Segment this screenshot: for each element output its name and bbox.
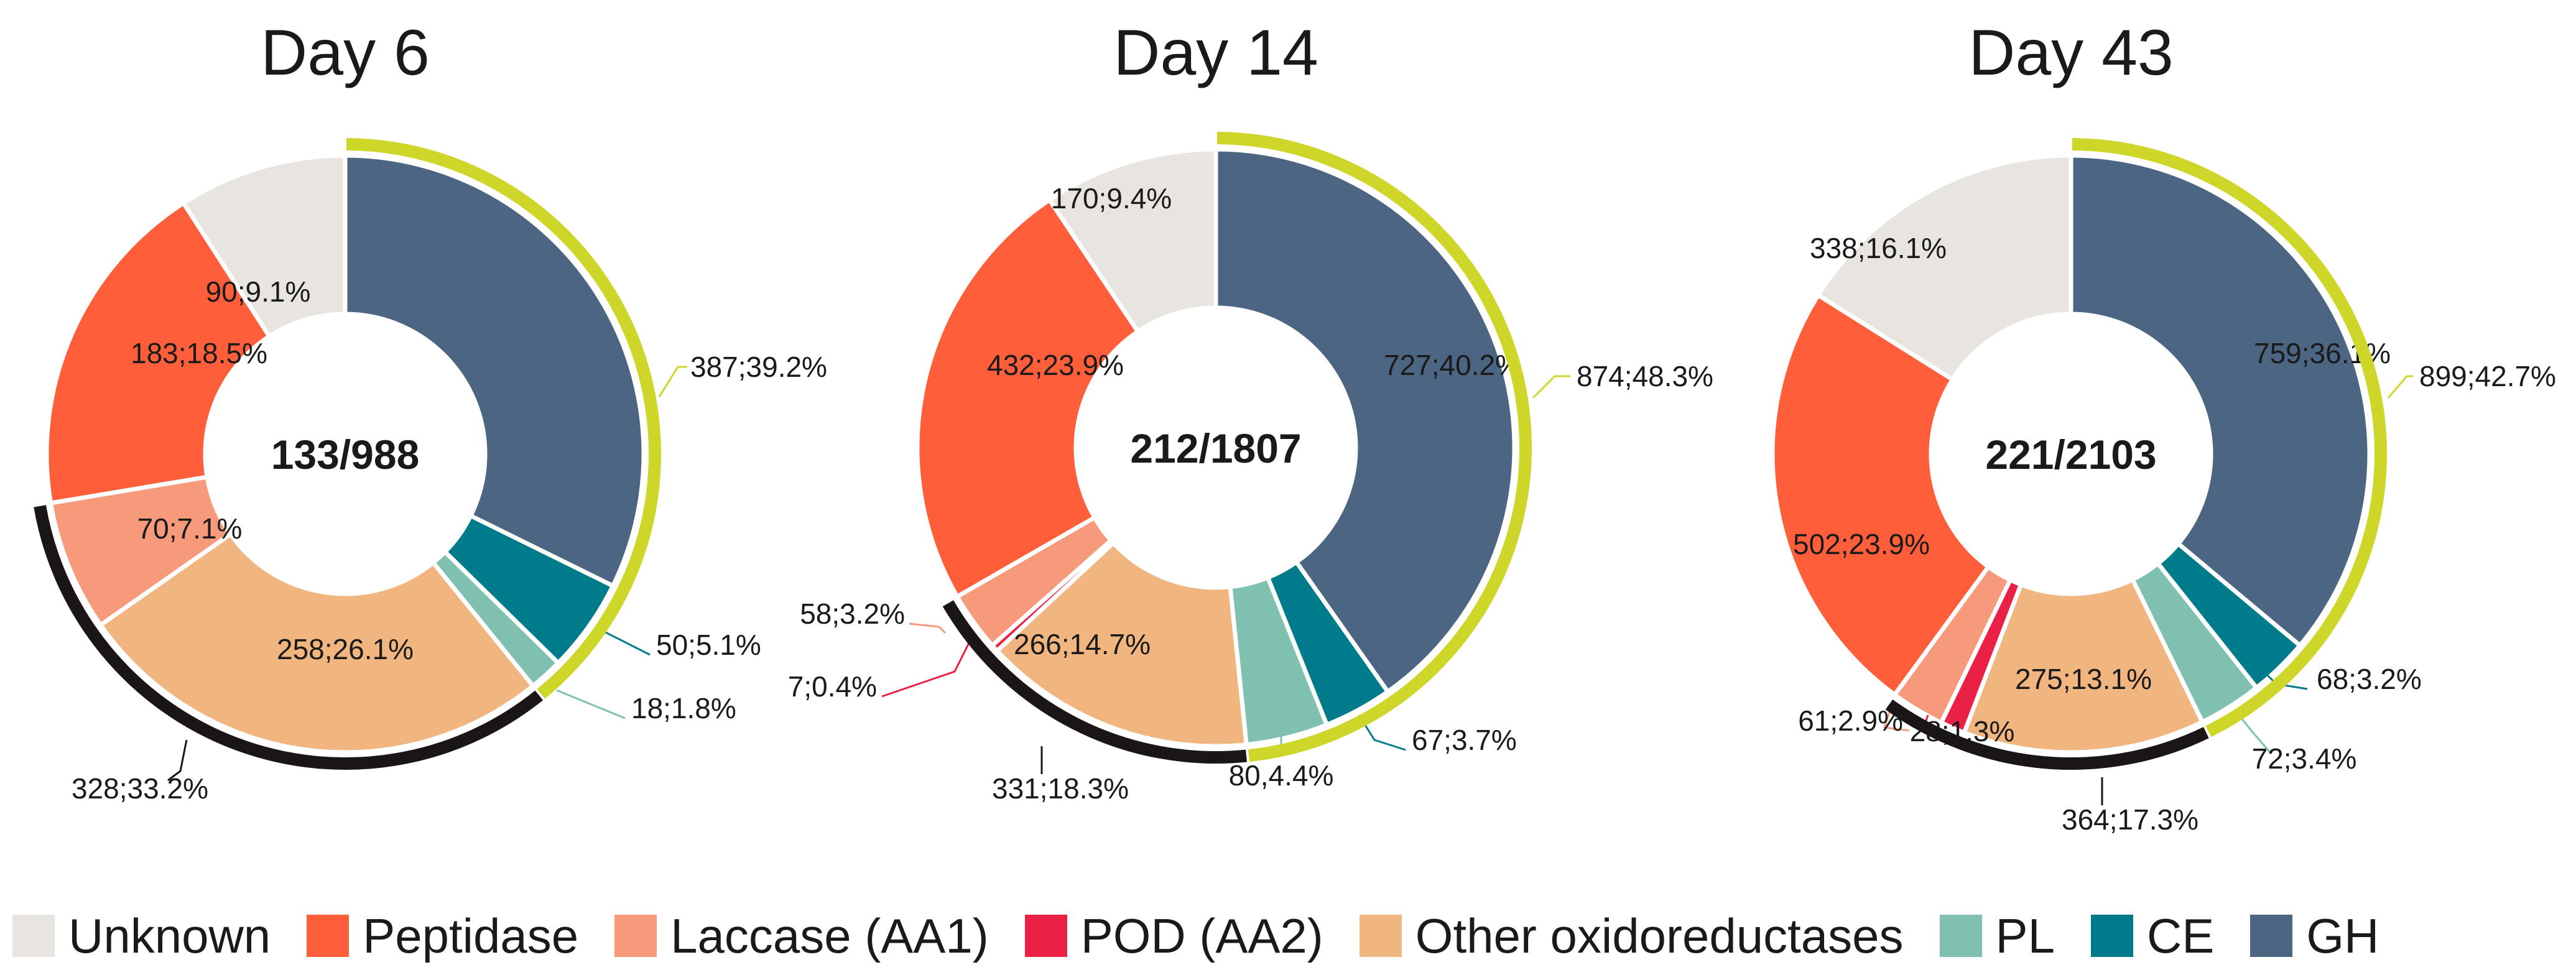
center-label-day-14: 212/1807 [1130, 425, 1301, 471]
group-label-day-14-carbohydrate-active: 874;48.3% [1577, 360, 1713, 392]
chart-title-day-14: Day 14 [1113, 17, 1318, 89]
legend-swatch-gh [2250, 915, 2293, 957]
slice-label-day-43-unknown: 338;16.1% [1810, 232, 1947, 264]
legend-swatch-pl [1939, 915, 1982, 957]
donut-hole [1076, 308, 1356, 588]
group-label-day-6-carbohydrate-active: 387;39.2% [690, 351, 827, 383]
legend-swatch-unknown [12, 915, 55, 957]
legend-label-unknown: Unknown [68, 908, 271, 963]
chart-legend: Unknown Peptidase Laccase (AA1) POD (AA2… [12, 905, 2562, 967]
legend-item-gh: GH [2250, 908, 2379, 964]
slice-label-day-14-peptidase: 432;23.9% [987, 349, 1124, 381]
slice-label-day-14-gh: 727;40.2% [1384, 349, 1521, 381]
slice-label-day-6-laccase-aa1: 70;7.1% [137, 512, 243, 545]
group-label-day-43-oxidoreductases: 364;17.3% [2062, 803, 2198, 836]
legend-item-peptidase: Peptidase [307, 908, 578, 964]
slice-label-day-6-peptidase: 183;18.5% [131, 337, 267, 369]
group-leader-day-6-oxidoreductases [167, 739, 188, 782]
group-leader-day-14-carbohydrate-active [1532, 375, 1570, 399]
center-label-day-43: 221/2103 [1985, 432, 2156, 478]
leader-day-6-pl [556, 689, 626, 719]
slice-label-day-14-ce: 67;3.7% [1412, 724, 1517, 756]
legend-label-peptidase: Peptidase [363, 908, 579, 963]
legend-label-pl: PL [1995, 908, 2055, 963]
legend-swatch-laccase [614, 915, 657, 957]
group-leader-day-43-carbohydrate-active [2387, 375, 2413, 399]
slice-label-day-6-other-oxidoreductases: 258;26.1% [277, 633, 414, 665]
slice-label-day-6-pl: 18;1.8% [631, 692, 736, 724]
donut-hole [1931, 314, 2211, 594]
legend-label-ce: CE [2146, 908, 2215, 963]
slice-label-day-6-ce: 50;5.1% [656, 629, 761, 661]
legend-item-other-oxidoreductases: Other oxidoreductases [1359, 908, 1904, 964]
slice-label-day-14-laccase-aa1: 58;3.2% [800, 598, 905, 630]
group-label-day-43-carbohydrate-active: 899;42.7% [2419, 360, 2556, 392]
slice-label-day-43-peptidase: 502;23.9% [1793, 528, 1930, 560]
legend-swatch-peptidase [307, 915, 350, 957]
legend-label-other-oxidoreductases: Other oxidoreductases [1415, 908, 1904, 963]
group-arc-day-43-carbohydrate-active [2072, 138, 2388, 737]
chart-title-day-43: Day 43 [1968, 17, 2174, 89]
group-arc-day-43-oxidoreductases [1885, 699, 2209, 770]
center-label-day-6: 133/988 [271, 432, 420, 478]
legend-item-unknown: Unknown [12, 908, 271, 964]
slice-label-day-43-laccase-aa1: 61;2.9% [1798, 705, 1903, 737]
slice-label-day-43-other-oxidoreductases: 275;13.1% [2015, 663, 2152, 695]
group-arc-day-6-carbohydrate-active [346, 138, 661, 699]
slice-label-day-43-ce: 68;3.2% [2317, 663, 2422, 695]
group-arc-day-6-oxidoreductases [34, 505, 544, 770]
slice-label-day-43-pl: 72;3.4% [2252, 742, 2357, 775]
leader-day-14-laccase-aa1 [909, 622, 947, 634]
legend-swatch-other-oxidoreductases [1359, 915, 1402, 957]
slice-label-day-14-pl: 80,4.4% [1229, 759, 1334, 792]
leader-day-14-pod-aa2 [881, 640, 971, 698]
legend-swatch-ce [2090, 915, 2133, 957]
legend-swatch-pod [1024, 915, 1067, 957]
legend-item-laccase: Laccase (AA1) [614, 908, 989, 964]
slice-label-day-14-other-oxidoreductases: 266;14.7% [1014, 628, 1151, 660]
group-label-day-6-oxidoreductases: 328;33.2% [72, 772, 208, 805]
group-arc-day-14-oxidoreductases [942, 600, 1247, 764]
group-arc-day-14-carbohydrate-active [1216, 132, 1532, 762]
legend-label-pod: POD (AA2) [1080, 908, 1323, 963]
legend-item-ce: CE [2090, 908, 2215, 964]
legend-item-pod: POD (AA2) [1024, 908, 1323, 964]
leader-day-43-laccase-aa1 [1883, 708, 1910, 732]
legend-label-gh: GH [2306, 908, 2379, 963]
chart-title-day-6: Day 6 [261, 17, 430, 89]
legend-label-laccase: Laccase (AA1) [670, 908, 989, 963]
legend-item-pl: PL [1939, 908, 2055, 964]
leader-day-43-pl [2238, 714, 2271, 753]
slice-label-day-14-pod-aa2: 7;0.4% [788, 670, 877, 703]
leader-day-6-ce [596, 627, 651, 656]
donut-hole [205, 314, 485, 594]
slice-label-day-6-unknown: 90;9.1% [206, 275, 311, 308]
slice-label-day-14-unknown: 170;9.4% [1051, 182, 1172, 215]
group-label-day-14-oxidoreductases: 331;18.3% [992, 772, 1129, 805]
group-leader-day-6-carbohydrate-active [658, 366, 687, 397]
